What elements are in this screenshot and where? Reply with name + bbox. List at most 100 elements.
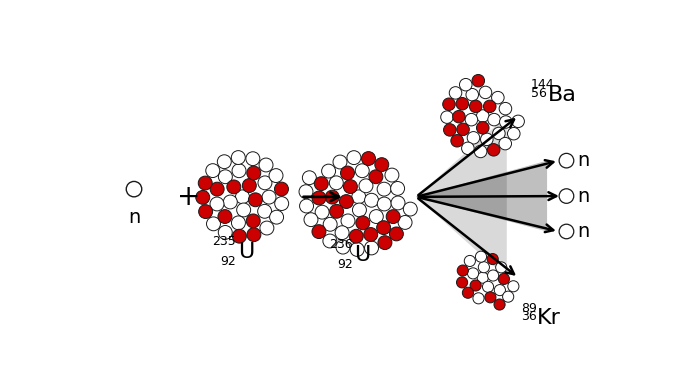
Circle shape [391,182,405,195]
Circle shape [231,151,245,165]
Circle shape [299,185,313,199]
Circle shape [456,98,468,110]
Circle shape [326,190,340,204]
Circle shape [199,205,213,219]
Circle shape [312,225,326,238]
Circle shape [482,281,493,293]
Circle shape [242,179,256,193]
Circle shape [386,210,400,224]
Circle shape [269,169,283,182]
Circle shape [260,221,274,235]
Circle shape [473,293,484,304]
Circle shape [457,265,468,276]
Circle shape [378,236,392,250]
Circle shape [353,203,366,217]
Circle shape [456,277,468,288]
Circle shape [480,133,493,145]
Circle shape [323,234,337,248]
Circle shape [227,180,241,194]
Circle shape [274,196,288,210]
Circle shape [484,100,496,113]
Circle shape [352,190,365,204]
Circle shape [246,214,260,228]
Circle shape [364,228,378,242]
Circle shape [270,210,284,224]
Text: 36: 36 [522,310,538,323]
Circle shape [259,158,273,172]
Circle shape [468,268,479,279]
Circle shape [475,145,487,158]
Circle shape [232,216,246,230]
Circle shape [398,216,412,230]
Text: 236: 236 [329,238,353,251]
Circle shape [274,182,288,196]
Circle shape [246,152,260,166]
Text: U: U [238,242,254,261]
Circle shape [459,79,472,91]
Circle shape [356,164,369,178]
Circle shape [323,217,337,231]
Polygon shape [416,116,507,278]
Circle shape [451,135,463,147]
Circle shape [477,272,489,283]
Circle shape [441,111,454,123]
Text: n: n [128,209,140,228]
Circle shape [217,155,231,169]
Circle shape [312,191,326,205]
Circle shape [389,227,403,241]
Circle shape [210,197,224,211]
Circle shape [508,281,519,292]
Circle shape [218,170,232,184]
Circle shape [480,86,491,99]
Text: n: n [578,187,590,205]
Circle shape [329,176,343,190]
Circle shape [487,254,498,265]
Text: n: n [578,222,590,241]
Circle shape [262,190,276,204]
Circle shape [247,228,261,242]
Circle shape [499,102,512,115]
Circle shape [477,110,489,122]
Circle shape [349,230,363,243]
Circle shape [466,88,479,101]
Text: Kr: Kr [537,308,561,328]
Circle shape [463,287,473,298]
Circle shape [340,166,354,180]
Circle shape [449,87,462,99]
Circle shape [377,221,391,235]
Text: n: n [578,151,590,170]
Circle shape [457,123,469,136]
Circle shape [499,137,512,150]
Circle shape [258,204,272,218]
Circle shape [336,240,350,254]
Circle shape [247,166,261,180]
Circle shape [475,251,486,262]
Circle shape [559,224,574,239]
Circle shape [377,182,391,196]
Circle shape [444,124,456,136]
Circle shape [494,285,505,296]
Polygon shape [416,161,547,231]
Circle shape [341,214,355,228]
Circle shape [258,176,272,190]
Circle shape [365,241,379,255]
Circle shape [196,191,210,204]
Circle shape [330,204,344,218]
Circle shape [488,113,500,126]
Circle shape [248,193,262,207]
Circle shape [126,181,141,197]
Text: 144: 144 [531,78,554,91]
Circle shape [391,196,405,210]
Circle shape [464,256,475,266]
Text: 235: 235 [213,235,237,248]
Circle shape [206,217,220,231]
Circle shape [206,164,220,177]
Circle shape [340,194,354,209]
Circle shape [512,115,524,128]
Text: +: + [176,183,200,211]
Circle shape [321,164,335,178]
Circle shape [491,91,504,104]
Circle shape [361,152,375,165]
Circle shape [237,203,251,217]
Circle shape [314,177,328,191]
